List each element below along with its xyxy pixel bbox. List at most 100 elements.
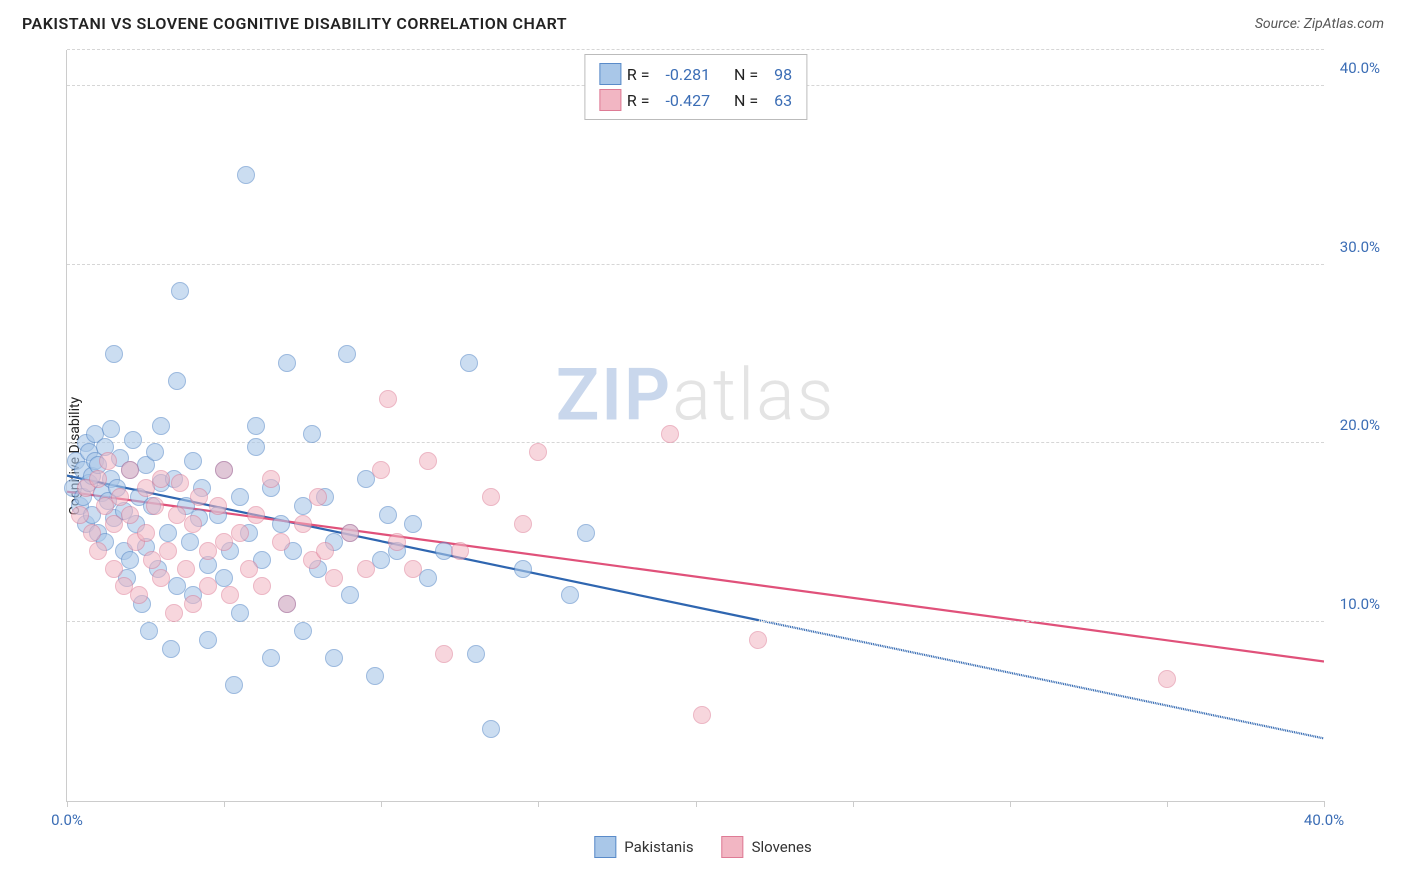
gridline xyxy=(67,621,1324,622)
data-point xyxy=(171,282,189,300)
swatch-pakistanis-icon xyxy=(594,836,616,858)
data-point xyxy=(272,533,290,551)
data-point xyxy=(124,431,142,449)
source-attribution: Source: ZipAtlas.com xyxy=(1255,16,1384,32)
legend-label-pakistanis: Pakistanis xyxy=(624,838,693,856)
data-point xyxy=(190,488,208,506)
swatch-pakistanis xyxy=(599,63,621,85)
data-point xyxy=(482,720,500,738)
data-point xyxy=(240,560,258,578)
data-point xyxy=(435,645,453,663)
data-point xyxy=(338,345,356,363)
data-point xyxy=(372,461,390,479)
data-point xyxy=(215,461,233,479)
data-point xyxy=(749,631,767,649)
data-point xyxy=(184,595,202,613)
data-point xyxy=(467,645,485,663)
y-tick-label: 20.0% xyxy=(1328,416,1380,434)
data-point xyxy=(171,474,189,492)
data-point xyxy=(1158,670,1176,688)
data-point xyxy=(577,524,595,542)
y-tick-label: 10.0% xyxy=(1328,595,1380,613)
gridline xyxy=(67,264,1324,265)
data-point xyxy=(152,470,170,488)
legend-row-slovenes: R = -0.427 N = 63 xyxy=(599,87,792,113)
data-point xyxy=(325,649,343,667)
data-point xyxy=(199,631,217,649)
data-point xyxy=(181,533,199,551)
data-point xyxy=(247,417,265,435)
x-tick-mark xyxy=(67,801,68,807)
data-point xyxy=(316,542,334,560)
data-point xyxy=(561,586,579,604)
data-point xyxy=(137,524,155,542)
data-point xyxy=(379,390,397,408)
x-tick-mark xyxy=(696,801,697,807)
data-point xyxy=(146,497,164,515)
data-point xyxy=(152,569,170,587)
data-point xyxy=(159,542,177,560)
data-point xyxy=(419,569,437,587)
data-point xyxy=(388,533,406,551)
data-point xyxy=(460,354,478,372)
data-point xyxy=(221,586,239,604)
data-point xyxy=(215,569,233,587)
data-point xyxy=(130,586,148,604)
x-tick-label: 0.0% xyxy=(51,811,83,829)
data-point xyxy=(89,470,107,488)
data-point xyxy=(231,524,249,542)
data-point xyxy=(231,604,249,622)
data-point xyxy=(451,542,469,560)
data-point xyxy=(99,452,117,470)
data-point xyxy=(177,560,195,578)
x-tick-mark xyxy=(381,801,382,807)
swatch-slovenes-icon xyxy=(722,836,744,858)
data-point xyxy=(514,560,532,578)
data-point xyxy=(105,560,123,578)
watermark: ZIPatlas xyxy=(556,353,836,438)
data-point xyxy=(482,488,500,506)
data-point xyxy=(404,515,422,533)
series-legend: Pakistanis Slovenes xyxy=(594,836,811,858)
data-point xyxy=(121,461,139,479)
data-point xyxy=(105,345,123,363)
data-point xyxy=(278,595,296,613)
legend-item-pakistanis: Pakistanis xyxy=(594,836,693,858)
data-point xyxy=(366,667,384,685)
data-point xyxy=(152,417,170,435)
data-point xyxy=(309,488,327,506)
data-point xyxy=(325,569,343,587)
data-point xyxy=(379,506,397,524)
data-point xyxy=(121,506,139,524)
data-point xyxy=(693,706,711,724)
data-point xyxy=(225,676,243,694)
data-point xyxy=(357,560,375,578)
swatch-slovenes xyxy=(599,89,621,111)
y-tick-label: 30.0% xyxy=(1328,238,1380,256)
data-point xyxy=(341,524,359,542)
data-point xyxy=(253,577,271,595)
data-point xyxy=(184,452,202,470)
data-point xyxy=(102,420,120,438)
data-point xyxy=(341,586,359,604)
chart-container: Cognitive Disability ZIPatlas R = -0.281… xyxy=(22,50,1384,862)
legend-item-slovenes: Slovenes xyxy=(722,836,812,858)
x-tick-mark xyxy=(1167,801,1168,807)
data-point xyxy=(209,497,227,515)
legend-row-pakistanis: R = -0.281 N = 98 xyxy=(599,61,792,87)
x-tick-mark xyxy=(224,801,225,807)
y-tick-label: 40.0% xyxy=(1328,59,1380,77)
x-tick-mark xyxy=(1010,801,1011,807)
x-tick-mark xyxy=(853,801,854,807)
legend-label-slovenes: Slovenes xyxy=(752,838,812,856)
data-point xyxy=(146,443,164,461)
data-point xyxy=(272,515,290,533)
data-point xyxy=(529,443,547,461)
data-point xyxy=(231,488,249,506)
gridline xyxy=(67,49,1324,50)
data-point xyxy=(89,542,107,560)
data-point xyxy=(168,372,186,390)
data-point xyxy=(162,640,180,658)
data-point xyxy=(140,622,158,640)
data-point xyxy=(247,506,265,524)
